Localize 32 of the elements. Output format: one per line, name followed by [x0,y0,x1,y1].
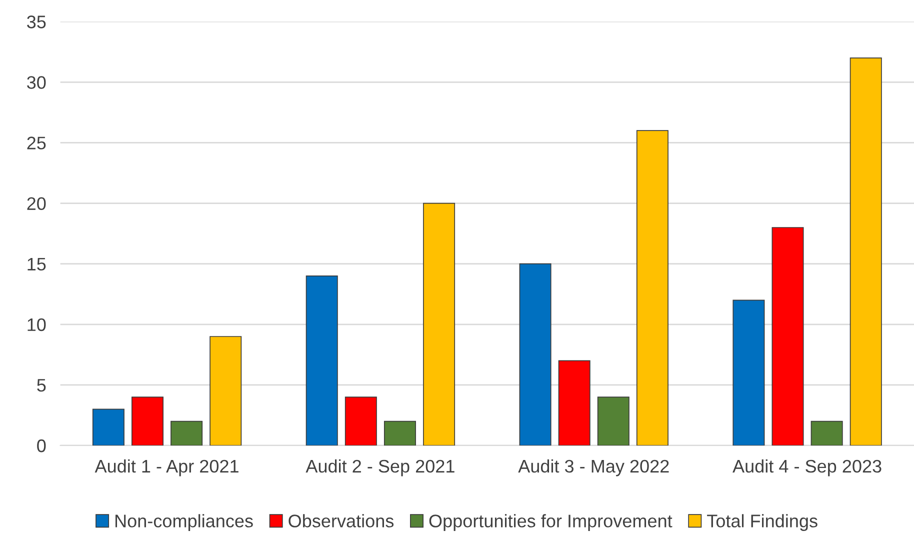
y-tick-label: 15 [28,258,46,271]
bar [810,420,843,446]
bar [132,396,164,446]
y-tick-label: 35 [27,16,46,28]
legend-label: Opportunities for Improvement [429,514,672,531]
bar [344,396,377,446]
y-tick-label: 20 [27,197,46,210]
bar [597,396,630,446]
legend-label: Observations [288,514,394,528]
bar [636,130,668,446]
bar [519,263,552,446]
bar [732,300,765,446]
y-tick-label: 5 [37,379,46,392]
bar [558,360,590,446]
bar [384,420,416,446]
x-tick-label: Audit 2 - Sep 2021 [306,459,454,476]
x-tick-label: Audit 4 - Sep 2023 [732,459,882,476]
bar [772,227,804,446]
y-tick-label: 25 [27,136,46,150]
y-tick-label: 30 [27,76,46,89]
y-tick-label: 10 [28,318,46,332]
bar [92,408,124,446]
x-tick-label: Audit 1 - Apr 2021 [94,459,238,476]
bar [210,336,242,446]
x-tick-label: Audit 3 - May 2022 [518,459,669,476]
bar [850,58,882,446]
bar [170,420,203,446]
bar [423,202,456,446]
y-tick-label: 0 [37,439,46,452]
legend-label: Non-compliances [116,514,253,531]
bar [306,276,338,446]
legend-label: Total Findings [707,514,818,531]
